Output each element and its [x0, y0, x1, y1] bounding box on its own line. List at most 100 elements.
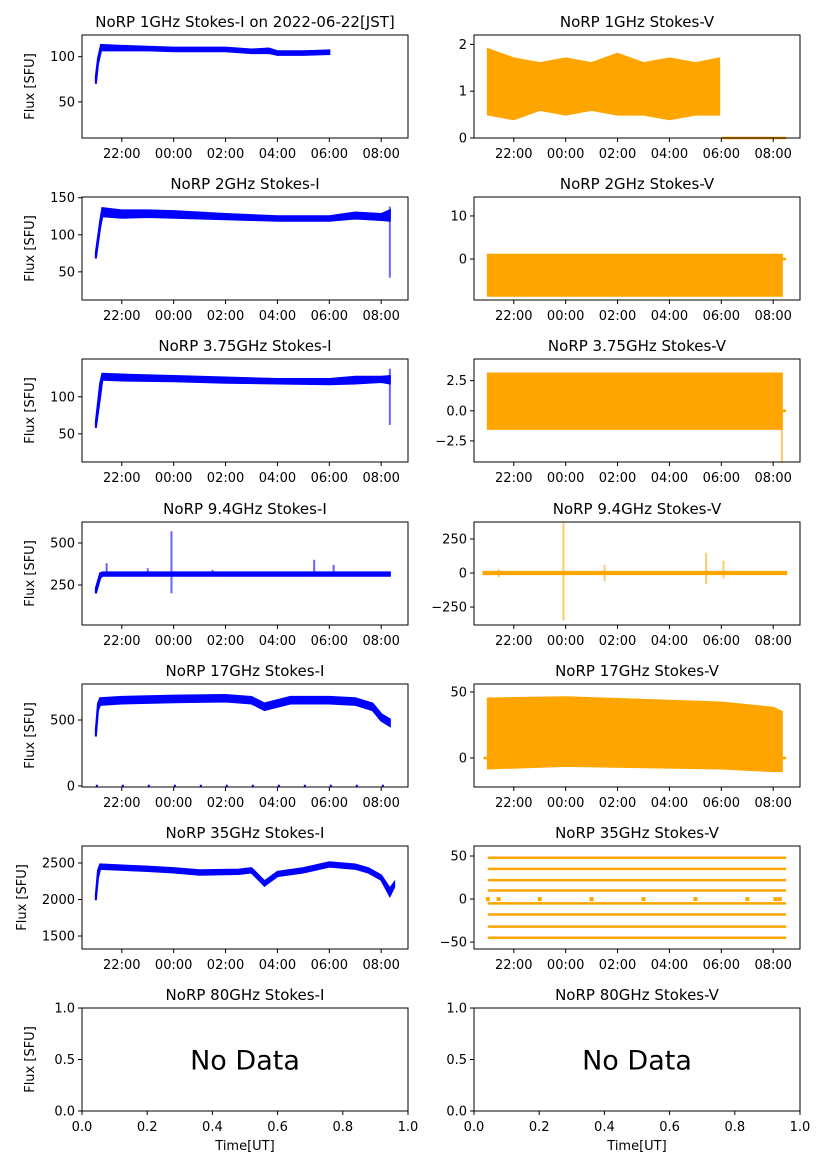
- y-tick-label: 500: [50, 537, 75, 552]
- x-axis-label: Time[UT]: [606, 1139, 666, 1154]
- x-tick-label: 06:00: [311, 471, 348, 486]
- y-tick-label: 100: [50, 50, 75, 65]
- subplot-title: NoRP 3.75GHz Stokes-V: [548, 337, 727, 355]
- subplot-title: NoRP 9.4GHz Stokes-I: [163, 500, 327, 518]
- x-tick-label: 00:00: [547, 309, 584, 324]
- y-tick-label: 250: [50, 579, 75, 594]
- x-tick-label: 00:00: [155, 796, 192, 811]
- x-tick-label: 08:00: [362, 634, 399, 649]
- data-band: [94, 372, 391, 429]
- x-tick-label: 06:00: [703, 471, 740, 486]
- data-band: [482, 570, 788, 576]
- subplot-title: NoRP 80GHz Stokes-V: [555, 986, 720, 1004]
- x-tick-label: 04:00: [651, 147, 688, 162]
- y-tick-label: 0.5: [54, 1053, 75, 1068]
- y-axis-label: Flux [SFU]: [15, 864, 30, 931]
- x-tick-label: 0.6: [267, 1120, 288, 1135]
- y-tick-label: 500: [50, 714, 75, 729]
- y-tick-label: 50: [450, 685, 467, 700]
- axes-frame: [81, 845, 409, 950]
- x-tick-label: 06:00: [703, 634, 740, 649]
- data-band: [486, 696, 783, 773]
- x-tick-label: 0.4: [594, 1120, 615, 1135]
- x-tick-label: 1.0: [790, 1120, 811, 1135]
- x-tick-label: 0.2: [529, 1120, 550, 1135]
- y-tick-label: 0: [67, 779, 75, 794]
- x-tick-label: 02:00: [207, 471, 244, 486]
- x-tick-label: 06:00: [311, 796, 348, 811]
- x-tick-label: 22:00: [495, 958, 532, 973]
- y-tick-label: 1500: [42, 930, 75, 945]
- y-tick-label: 0: [459, 132, 467, 147]
- x-tick-label: 06:00: [311, 634, 348, 649]
- axes-frame: [81, 34, 409, 139]
- x-tick-label: 06:00: [703, 958, 740, 973]
- x-tick-label: 00:00: [547, 958, 584, 973]
- x-tick-label: 22:00: [103, 958, 140, 973]
- x-tick-label: 04:00: [651, 796, 688, 811]
- subplot-title: NoRP 9.4GHz Stokes-V: [553, 500, 722, 518]
- y-tick-label: 100: [50, 390, 75, 405]
- x-tick-label: 08:00: [754, 796, 791, 811]
- x-tick-label: 02:00: [207, 309, 244, 324]
- y-axis-label: Flux [SFU]: [23, 377, 38, 444]
- subplot-9: NoRP 17GHz Stokes-V 0 50 22:00 00:00 02:00 04:…: [450, 662, 801, 811]
- data-point: [496, 897, 501, 902]
- x-tick-label: 06:00: [311, 309, 348, 324]
- subplot-8: NoRP 17GHz Stokes-I 0 500 22:00 00:00 02:00 04…: [23, 662, 409, 811]
- x-tick-label: 22:00: [103, 471, 140, 486]
- no-data-annotation: No Data: [190, 1046, 300, 1077]
- y-tick-label: 50: [58, 265, 75, 280]
- data-point: [641, 897, 646, 902]
- y-tick-label: 0: [459, 567, 467, 582]
- x-tick-label: 06:00: [703, 309, 740, 324]
- x-tick-label: 04:00: [259, 147, 296, 162]
- y-tick-label: 0: [459, 253, 467, 268]
- x-tick-label: 04:00: [651, 958, 688, 973]
- subplot-title: NoRP 1GHz Stokes-V: [560, 13, 715, 31]
- x-tick-label: 06:00: [311, 958, 348, 973]
- x-tick-label: 22:00: [103, 147, 140, 162]
- x-tick-label: 08:00: [362, 796, 399, 811]
- x-tick-label: 08:00: [362, 471, 399, 486]
- subplot-title: NoRP 35GHz Stokes-I: [166, 824, 325, 842]
- axes-frame: [473, 683, 801, 788]
- x-tick-label: 02:00: [599, 796, 636, 811]
- x-tick-label: 0.0: [464, 1120, 485, 1135]
- x-tick-label: 08:00: [754, 634, 791, 649]
- x-tick-label: 06:00: [311, 147, 348, 162]
- x-tick-label: 00:00: [547, 796, 584, 811]
- x-tick-label: 00:00: [155, 471, 192, 486]
- y-tick-label: 1.0: [54, 1002, 75, 1017]
- y-axis-label: Flux [SFU]: [23, 702, 38, 769]
- y-tick-label: −2.5: [435, 434, 467, 449]
- subplot-2: NoRP 2GHz Stokes-I 50 100 150 22:00 00:00 02:0…: [23, 175, 409, 324]
- x-tick-label: 02:00: [599, 471, 636, 486]
- x-tick-label: 22:00: [103, 634, 140, 649]
- axes-frame: [473, 845, 801, 950]
- x-tick-label: 00:00: [547, 147, 584, 162]
- y-axis-label: Flux [SFU]: [23, 1026, 38, 1093]
- subplot-title: NoRP 17GHz Stokes-V: [555, 662, 720, 680]
- data-point: [485, 897, 490, 902]
- subplot-0: NoRP 1GHz Stokes-I on 2022-06-22[JST] 50 1…: [23, 13, 409, 162]
- subplot-title: NoRP 3.75GHz Stokes-I: [158, 337, 331, 355]
- x-tick-label: 0.6: [659, 1120, 680, 1135]
- axes-frame: [81, 196, 409, 301]
- y-tick-label: 250: [442, 533, 467, 548]
- x-tick-label: 02:00: [599, 634, 636, 649]
- y-tick-label: 50: [58, 95, 75, 110]
- x-tick-label: 02:00: [207, 634, 244, 649]
- x-tick-label: 04:00: [259, 958, 296, 973]
- y-tick-label: 2: [459, 38, 467, 53]
- y-axis-label: Flux [SFU]: [23, 215, 38, 282]
- subplot-3: NoRP 2GHz Stokes-V 0 10 22:00 00:00 02:00 04:0…: [450, 175, 801, 324]
- y-tick-label: 2000: [42, 893, 75, 908]
- y-tick-label: −50: [440, 936, 467, 951]
- x-tick-label: 00:00: [155, 147, 192, 162]
- x-tick-label: 22:00: [495, 471, 532, 486]
- subplot-1: NoRP 1GHz Stokes-V 0 1 2 22:00 00:00 02:00 04:0…: [459, 13, 801, 162]
- x-tick-label: 04:00: [259, 634, 296, 649]
- x-tick-label: 0.0: [72, 1120, 93, 1135]
- subplot-10: NoRP 35GHz Stokes-I 1500 2000 2500 22:00 00:0…: [15, 824, 409, 973]
